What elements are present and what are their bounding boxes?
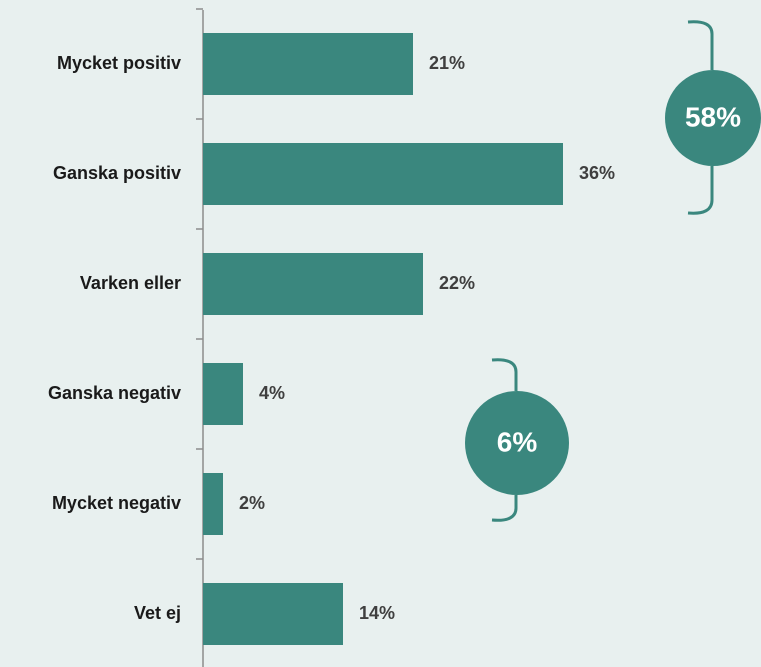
bar bbox=[203, 33, 413, 95]
bar bbox=[203, 583, 343, 645]
bracket bbox=[687, 20, 714, 215]
data-label: 21% bbox=[429, 53, 465, 73]
bar bbox=[203, 473, 223, 535]
y-tick-label: Ganska negativ bbox=[48, 383, 181, 403]
bar bbox=[203, 253, 423, 315]
annotation-circle bbox=[665, 70, 761, 166]
y-tick-label: Ganska positiv bbox=[53, 163, 181, 183]
bracket bbox=[491, 358, 518, 522]
y-tick-label: Vet ej bbox=[134, 603, 181, 623]
data-label: 22% bbox=[439, 273, 475, 293]
bar bbox=[203, 363, 243, 425]
bar bbox=[203, 143, 563, 205]
data-label: 2% bbox=[239, 493, 265, 513]
data-label: 36% bbox=[579, 163, 615, 183]
data-label: 14% bbox=[359, 603, 395, 623]
data-label: 4% bbox=[259, 383, 285, 403]
annotation: 58% bbox=[685, 101, 741, 132]
annotation: 6% bbox=[497, 426, 538, 457]
annotation-circle bbox=[465, 391, 569, 495]
y-tick-label: Varken eller bbox=[80, 273, 181, 293]
y-tick-label: Mycket negativ bbox=[52, 493, 181, 513]
y-tick-label: Mycket positiv bbox=[57, 53, 181, 73]
